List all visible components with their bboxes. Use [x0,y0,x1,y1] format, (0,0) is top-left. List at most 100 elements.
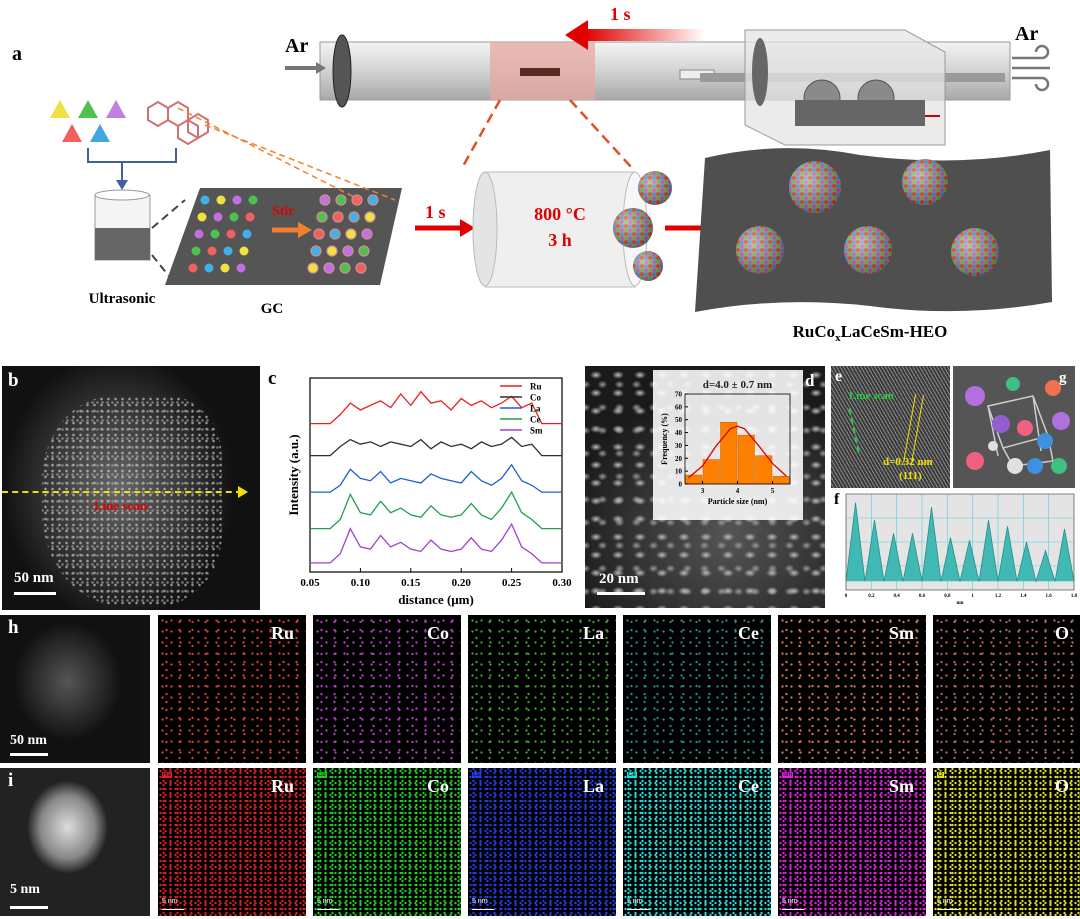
flange [332,34,352,108]
lattice-fringe [902,393,925,465]
panel-label: g [1059,370,1067,386]
product-main: RuCo [793,322,836,341]
eds-map: O [933,615,1080,763]
scale-bar-label: 20 nm [599,571,639,587]
precursor-dot [242,229,252,239]
eds-map: Co [313,615,461,763]
bar [772,476,790,485]
element-label: La [582,776,604,796]
flange [752,38,768,106]
intensity-profile: f 0 0.2 0.4 0.6 0.8 1 1.2 1.4 1.6 1.8 nm [834,491,1078,606]
precursor-dot [220,263,230,273]
exhaust-icon [1012,44,1050,92]
panel-label: i [8,770,14,791]
scan-arrow-head [238,486,248,498]
solution [95,228,150,260]
y-axis-label: Intensity (a.u.) [286,434,301,515]
plot-frame [845,493,1075,591]
nanoparticles [613,171,672,281]
step-label: Ultrasonic [89,291,156,307]
fit-curve [688,425,787,479]
precursor-dots [188,194,379,274]
precursor [106,100,126,118]
furnace-end [472,171,498,287]
zoom-line [177,107,361,201]
precursor-dot [213,212,223,222]
scale-bar-label: 5 nm [162,898,178,905]
legend-label: Sm [530,426,543,436]
x-tick-label: 4 [736,487,740,495]
zoom-line [569,99,633,169]
scale-bar [597,592,645,595]
element-tag: Co [317,772,327,778]
scale-bar [472,909,494,910]
scale-bar [10,753,48,756]
x-axis-label: distance (μm) [398,592,474,607]
panel-label: e [835,368,843,385]
motion-arrow [585,29,705,41]
precursor-dot [358,245,370,257]
eds-map: Sm [778,615,926,763]
eds-maps-h: h 50 nm Ru Co La Ce Sm O [0,615,1080,765]
y-axis-label: Frequency (%) [660,413,669,465]
y-tick-label: 70 [675,391,683,399]
x-tick-label: 0 [845,594,848,599]
stem-image: b Line scan 50 nm [2,366,260,610]
element-label: Ru [270,776,294,796]
precursor-dot [355,262,367,274]
temperature: 800 °C [534,204,586,224]
zoom-line [460,99,502,169]
precursor-dot [236,263,246,273]
precursor-dot [191,246,201,256]
precursor-dot [204,263,214,273]
x-tick-label: 1 [971,594,974,599]
data-line [310,490,562,530]
precursor-dot [319,194,331,206]
x-tick-label: 1.6 [1046,594,1053,599]
eds-map: La La 5 nm [468,768,616,916]
precursor-dot [200,195,210,205]
legend-label: La [530,404,541,414]
precursor-dot [188,263,198,273]
precursor-dot [351,194,363,206]
product-label: RuCoxLaCeSm-HEO [793,322,948,344]
product-rest: LaCeSm-HEO [841,322,948,341]
element-label: Ce [738,776,759,796]
scale-bar [317,909,339,910]
x-axis-label: nm [957,601,965,606]
x-axis-label: Particle size (nm) [708,497,768,506]
y-tick-label: 30 [675,442,683,450]
eds-map: Sm Sm 5 nm [778,768,926,916]
precursor [90,124,110,142]
scan-label: Line scan [94,498,148,513]
gas-arrow-head [316,62,326,74]
bar [702,459,720,485]
x-tick-label: 0.2 [868,594,875,599]
element-label: O [1054,623,1069,643]
bar [685,474,703,485]
precursor-dot [364,211,376,223]
gas-label: Ar [285,35,308,57]
precursor-dot [229,212,239,222]
data-line [310,390,562,425]
element-label: O [1054,776,1069,796]
nanoparticles [736,159,999,276]
hrtem-image: e Line scan d=0.32 nm (111) [831,366,950,488]
precursor-dot [223,246,233,256]
substrate-label: GC [261,301,284,317]
element-label: Co [427,623,449,643]
precursor-dot [310,245,322,257]
panel-label: f [834,491,840,508]
x-tick-label: 0.15 [401,577,421,589]
x-tick-label: 0.10 [351,577,371,589]
x-tick-label: 1.4 [1020,594,1027,599]
x-tick-label: 3 [701,487,705,495]
haadf-image: h 50 nm [0,615,150,763]
scale-bar-label: 50 nm [14,570,54,586]
precursor-dot [326,245,338,257]
x-tick-label: 5 [771,487,775,495]
scan-line [2,491,242,493]
duration: 3 h [548,230,572,250]
